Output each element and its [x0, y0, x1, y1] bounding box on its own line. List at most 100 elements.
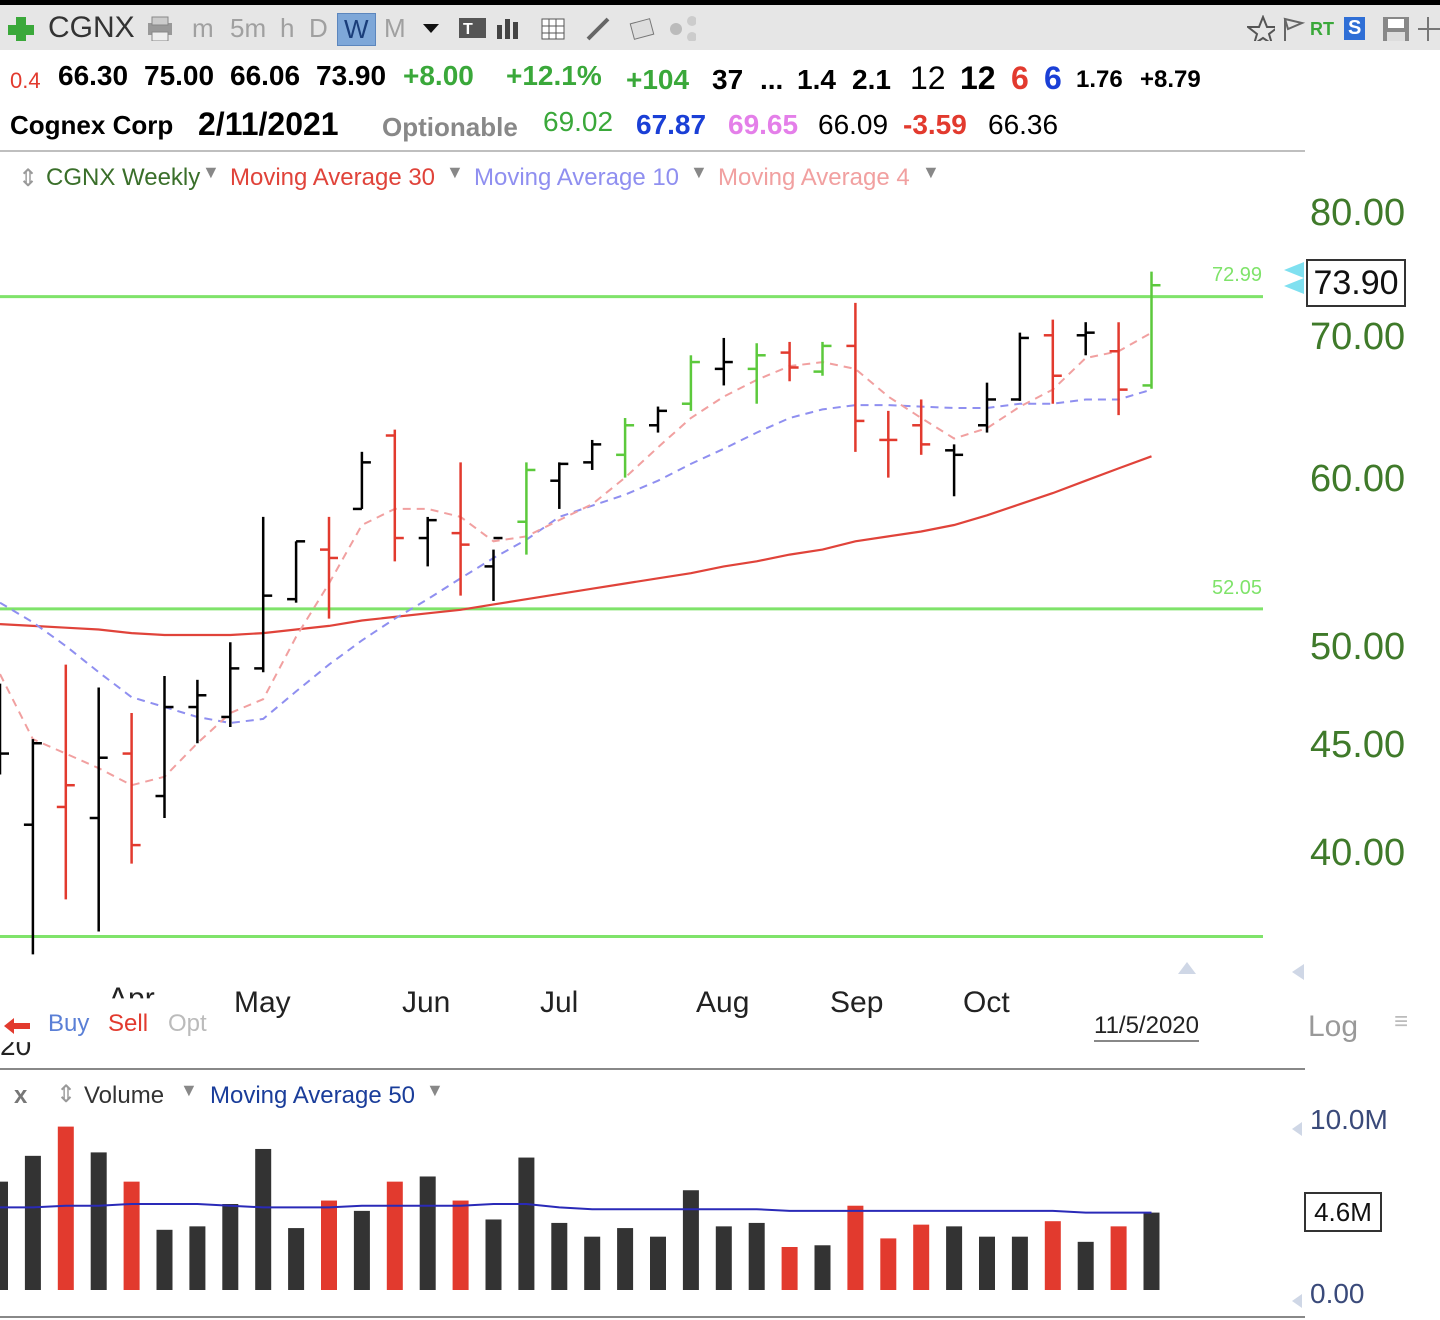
legend-series[interactable]: CGNX Weekly: [46, 164, 201, 191]
quote-val-14: 6: [1011, 60, 1029, 96]
month-label-apr: Apr: [108, 982, 155, 1015]
volume-bar-30: [979, 1236, 995, 1290]
quote-val-12: 12: [910, 60, 946, 96]
note-icon[interactable]: [628, 15, 656, 41]
volume-bar-24: [781, 1247, 798, 1290]
date-cursor-label: 11/5/2020: [1094, 1012, 1199, 1042]
quote-v6: 66.36: [988, 109, 1059, 140]
log-scale-toggle[interactable]: Log: [1308, 1010, 1359, 1043]
legend-ma50-dropdown-icon[interactable]: ▼: [426, 1080, 444, 1100]
volume-tick-10m: 10.0M: [1310, 1104, 1388, 1135]
legend-ma10-dropdown-icon[interactable]: ▼: [690, 162, 708, 182]
opt-button[interactable]: Opt: [168, 1010, 207, 1037]
price-tick-45: 45.00: [1310, 724, 1406, 766]
legend-series-dropdown-icon[interactable]: ▼: [202, 162, 220, 182]
level-label-mid: 52.05: [1212, 577, 1263, 599]
volume-bar-19: [617, 1228, 634, 1290]
price-panel-top-border: [0, 150, 1305, 152]
pencil-icon[interactable]: [584, 15, 612, 41]
trade-arrows-icon[interactable]: [2, 1012, 34, 1040]
interval-w[interactable]: W: [337, 13, 376, 46]
grid-icon[interactable]: [540, 15, 568, 41]
svg-text:T: T: [463, 21, 473, 38]
interval-month[interactable]: M: [384, 13, 406, 43]
legend-volume[interactable]: Volume: [84, 1082, 165, 1109]
drag-handle-icon[interactable]: ⇕: [18, 165, 39, 192]
text-icon[interactable]: T: [458, 15, 486, 41]
quote-v4: 66.09: [818, 109, 889, 140]
bar-style-icon[interactable]: [494, 15, 522, 41]
symbol-input[interactable]: CGNX: [48, 11, 135, 44]
quote-val-16: 1.76: [1076, 66, 1123, 93]
price-tick-60: 60.00: [1310, 458, 1406, 500]
company-name: Cognex Corp: [10, 110, 174, 140]
star-icon[interactable]: [1247, 15, 1275, 41]
close-volume-button[interactable]: x: [14, 1082, 28, 1109]
interval-5m[interactable]: 5m: [230, 13, 267, 43]
save-icon[interactable]: [1381, 15, 1409, 41]
volume-bar-22: [715, 1226, 732, 1290]
volume-bar-17: [551, 1222, 568, 1290]
quote-val-17: +8.79: [1140, 66, 1201, 93]
sell-button[interactable]: Sell: [108, 1010, 149, 1037]
quote-low: 66.06: [230, 60, 301, 91]
legend-ma4[interactable]: Moving Average 4: [718, 164, 910, 191]
volume-drag-handle-icon[interactable]: ⇕: [56, 1081, 77, 1108]
quote-v1: 69.02: [543, 106, 614, 137]
scroll-up-icon[interactable]: [1176, 960, 1198, 976]
price-marker-arrow: [1284, 278, 1304, 294]
menu-lines-icon[interactable]: ≡: [1394, 1008, 1409, 1035]
legend-ma10[interactable]: Moving Average 10: [474, 164, 680, 191]
ma-line-1: [0, 388, 1152, 725]
volume-bar-34: [1110, 1226, 1127, 1290]
quote-open: 66.30: [58, 60, 129, 91]
s-button[interactable]: S: [1344, 17, 1366, 40]
month-label-may: May: [234, 986, 291, 1019]
last-price-box: 73.90: [1306, 259, 1406, 307]
volume-bar-13: [419, 1176, 436, 1290]
volume-bar-35: [1143, 1212, 1160, 1290]
legend-ma30[interactable]: Moving Average 30: [230, 164, 436, 191]
add-plus-icon[interactable]: [6, 15, 34, 41]
level-marker-arrow: [1284, 262, 1304, 278]
scroll-left-icon[interactable]: [1290, 962, 1306, 982]
price-tick-50: 50.00: [1310, 626, 1406, 668]
quote-val-15: 6: [1044, 60, 1062, 96]
volume-bar-32: [1044, 1221, 1061, 1290]
last-volume-box: 4.6M: [1304, 1192, 1382, 1232]
buy-button[interactable]: Buy: [48, 1010, 90, 1037]
flag-icon[interactable]: [1282, 15, 1310, 41]
volume-scroll-bottom-icon[interactable]: [1290, 1292, 1304, 1310]
volume-bar-3: [90, 1152, 107, 1290]
quote-val-8: 37: [712, 64, 744, 95]
share-icon[interactable]: [668, 15, 696, 41]
ma-line-2: [0, 331, 1152, 787]
volume-bar-11: [353, 1210, 370, 1290]
crosshair-icon[interactable]: [1418, 15, 1440, 41]
volume-bar-21: [682, 1190, 699, 1290]
volume-bar-27: [880, 1238, 897, 1290]
interval-d[interactable]: D: [309, 13, 328, 43]
legend-volume-ma50[interactable]: Moving Average 50: [210, 1082, 416, 1109]
volume-bar-7: [222, 1204, 239, 1290]
ma-line-0: [0, 455, 1152, 637]
interval-h[interactable]: h: [280, 13, 295, 43]
price-tick-70: 70.00: [1310, 316, 1406, 358]
volume-bar-18: [584, 1236, 601, 1290]
legend-ma30-dropdown-icon[interactable]: ▼: [446, 162, 464, 182]
print-icon[interactable]: [145, 15, 173, 41]
volume-bar-23: [748, 1222, 765, 1290]
volume-bar-12: [386, 1181, 403, 1290]
interval-m[interactable]: m: [192, 13, 214, 43]
volume-bar-20: [650, 1236, 666, 1290]
dropdown-icon[interactable]: [420, 15, 448, 41]
legend-volume-dropdown-icon[interactable]: ▼: [180, 1080, 198, 1100]
volume-bar-26: [847, 1205, 864, 1290]
quote-close: 73.90: [316, 60, 387, 91]
volume-scroll-icon[interactable]: [1290, 1120, 1304, 1138]
realtime-toggle[interactable]: RT: [1310, 19, 1334, 39]
quote-val-13: 12: [960, 60, 996, 96]
legend-ma4-dropdown-icon[interactable]: ▼: [922, 162, 940, 182]
month-label-oct: Oct: [963, 986, 1010, 1019]
